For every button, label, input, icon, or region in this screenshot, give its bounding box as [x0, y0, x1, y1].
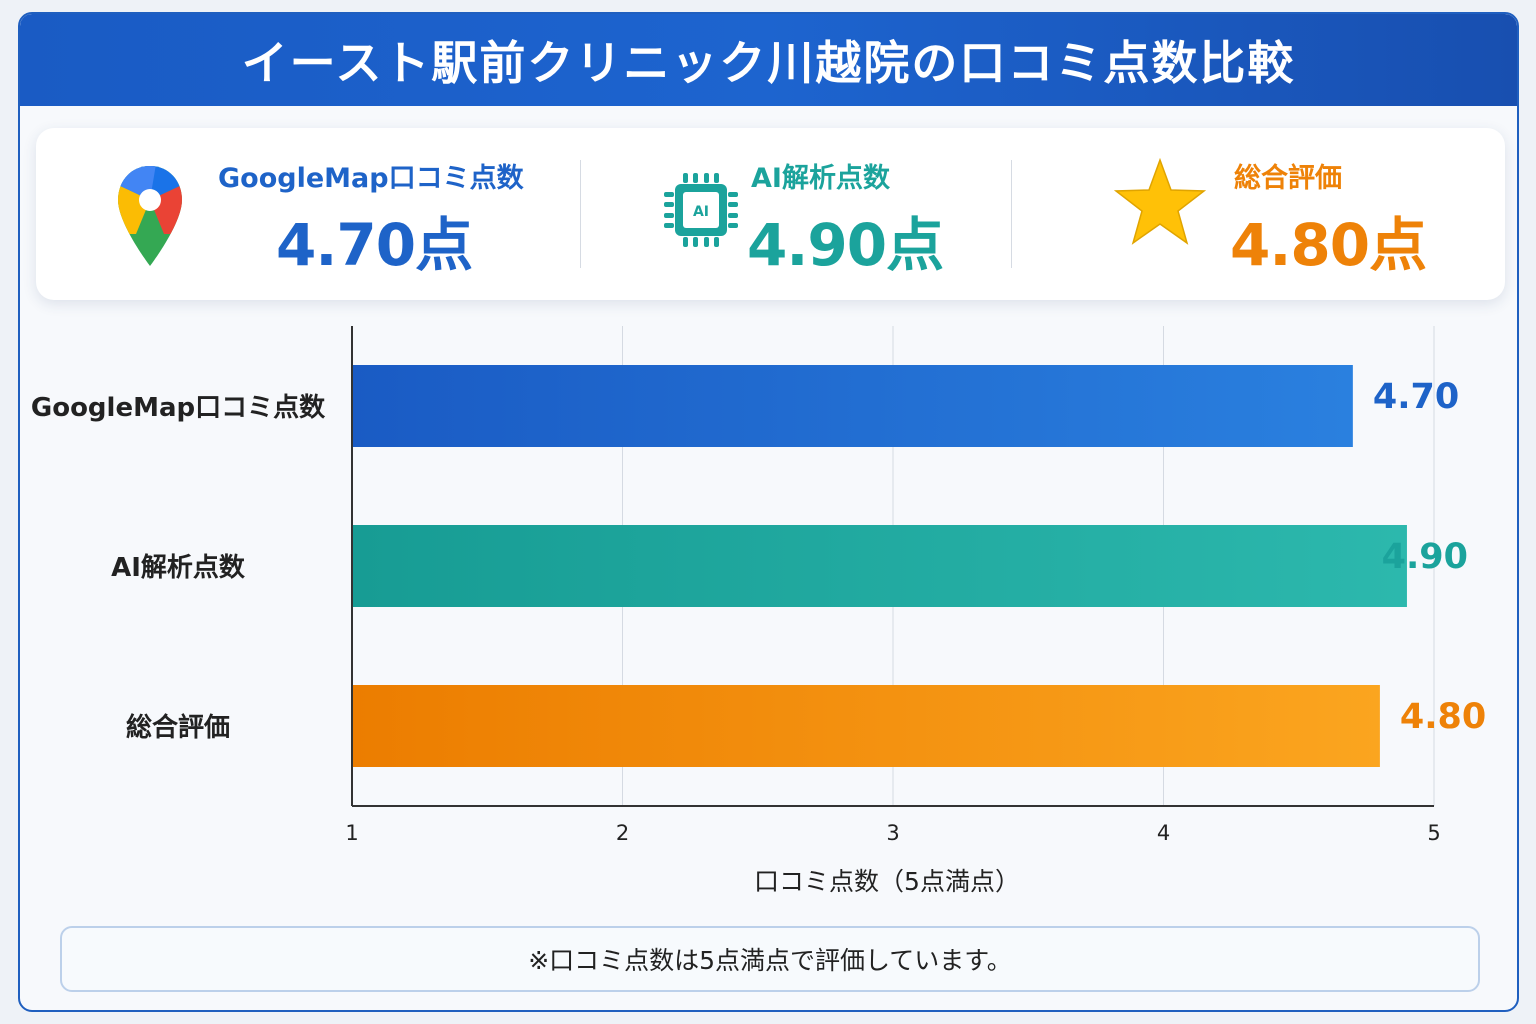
title-bar: イースト駅前クリニック川越院の口コミ点数比較 — [20, 14, 1517, 106]
summary-divider — [1011, 160, 1012, 268]
category-label: 総合評価 — [126, 712, 230, 743]
summary-card-ai: AI AI解析点数 4.90点 — [581, 128, 1011, 300]
x-tick-label: 2 — [616, 821, 629, 845]
ai-score-label: AI解析点数 — [751, 163, 890, 194]
overall-score-value: 4.80点 — [1230, 211, 1427, 279]
summary-panel: GoogleMap口コミ点数 4.70点 AI — [36, 128, 1505, 300]
x-tick-label: 3 — [886, 821, 899, 845]
bar-chart: 1 2 3 4 5 GoogleMap口コミ点数 4.70 AI解析点数 4.90 総合評価 4.… — [20, 314, 1517, 914]
page-title: イースト駅前クリニック川越院の口コミ点数比較 — [241, 36, 1296, 90]
data-label: 4.90 — [1382, 537, 1468, 577]
x-tick-label: 1 — [345, 821, 358, 845]
data-label: 4.70 — [1373, 377, 1459, 417]
summary-card-google: GoogleMap口コミ点数 4.70点 — [36, 128, 580, 300]
bar-2 — [353, 525, 1407, 607]
ai-score-value: 4.90点 — [747, 211, 944, 279]
x-tick-label: 4 — [1157, 821, 1170, 845]
data-label: 4.80 — [1400, 697, 1486, 737]
x-axis-label: 口コミ点数（5点満点） — [754, 867, 1020, 896]
bar-3 — [353, 685, 1380, 767]
bar-chart-svg: 1 2 3 4 5 GoogleMap口コミ点数 4.70 AI解析点数 4.90 総合評価 4.… — [31, 326, 1486, 896]
category-label: AI解析点数 — [111, 552, 246, 583]
google-score-label: GoogleMap口コミ点数 — [218, 163, 524, 194]
overall-score-label: 総合評価 — [1234, 163, 1342, 194]
bar-1 — [353, 365, 1353, 447]
chart-frame: イースト駅前クリニック川越院の口コミ点数比較 Goog — [18, 12, 1519, 1012]
summary-divider — [580, 160, 581, 268]
summary-card-overall: 総合評価 4.80点 — [1012, 128, 1505, 300]
google-maps-pin-icon — [118, 166, 182, 266]
category-label: GoogleMap口コミ点数 — [31, 392, 326, 423]
ai-chip-text: AI — [693, 204, 709, 220]
star-icon — [1114, 158, 1206, 245]
footnote: ※口コミ点数は5点満点で評価しています。 — [60, 926, 1480, 992]
ai-chip-icon: AI — [664, 173, 738, 247]
x-tick-label: 5 — [1427, 821, 1440, 845]
google-score-value: 4.70点 — [276, 211, 473, 279]
